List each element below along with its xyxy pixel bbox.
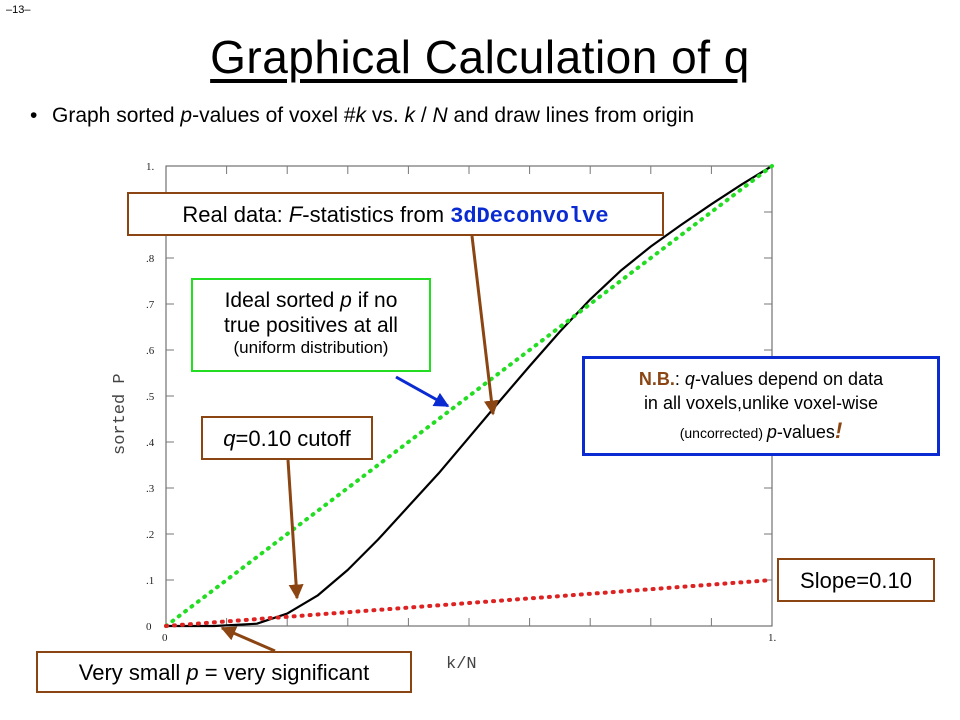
- callout-text: !: [834, 417, 843, 443]
- bullet-text: p: [180, 104, 193, 127]
- nb-callout: N.B.: q-values depend on data in all vox…: [582, 356, 940, 456]
- callout-text: F: [288, 202, 303, 227]
- sorted-p-curve: [166, 165, 773, 628]
- y-tick-label: .2: [146, 529, 154, 541]
- ideal-callout: Ideal sorted p if no true positives at a…: [191, 278, 431, 372]
- y-tick-label: .7: [146, 299, 155, 311]
- callout-text: Ideal sorted: [224, 289, 341, 312]
- callout-line: true positives at all: [224, 314, 398, 338]
- small-p-arrow: [220, 626, 276, 653]
- callout-text: p: [186, 660, 199, 685]
- callout-text: if no: [351, 289, 398, 312]
- callout-line: (uniform distribution): [233, 338, 389, 358]
- real-data-arrow: [470, 235, 499, 416]
- bullet-text: /: [415, 104, 433, 127]
- bullet-dot-icon: •: [30, 104, 38, 127]
- callout-text: = very significant: [198, 660, 370, 685]
- x-axis-label: k/N: [446, 655, 477, 674]
- callout-text: q: [223, 426, 236, 451]
- callout-text: (uncorrected): [679, 424, 767, 441]
- x-tick-label: 1.: [768, 632, 777, 644]
- bullet-text: k: [355, 104, 367, 127]
- y-tick-label: .1: [146, 575, 154, 587]
- uniform-reference-line: [164, 164, 774, 628]
- cutoff-arrow: [286, 459, 304, 600]
- callout-text: -values: [776, 421, 835, 442]
- callout-text: p: [340, 289, 352, 312]
- bullet-item: • Graph sorted p-values of voxel #k vs. k…: [30, 104, 694, 128]
- ideal-arrow: [395, 375, 450, 408]
- callout-text: Slope=0.10: [800, 568, 912, 593]
- bullet-text: k: [404, 104, 416, 127]
- callout-line: Ideal sorted p if no: [193, 288, 429, 313]
- callout-text: N.B.: [638, 369, 675, 389]
- bullet-text: -values of voxel #: [192, 104, 356, 127]
- y-tick-label: 0: [146, 621, 152, 633]
- slide-number: –13–: [6, 4, 31, 16]
- q-cutoff-line: [164, 578, 774, 628]
- callout-line: (uncorrected) p-values!: [585, 416, 937, 446]
- callout-text: -values depend on data: [694, 369, 884, 389]
- bullet-text: Graph sorted: [52, 104, 181, 127]
- y-tick-label: 1.: [146, 161, 155, 173]
- callout-text: q: [684, 369, 695, 389]
- y-tick-label: .6: [146, 345, 155, 357]
- x-tick-label: 0: [162, 632, 168, 644]
- slide-title: Graphical Calculation of q: [0, 30, 960, 84]
- callout-text: -statistics from: [302, 202, 451, 227]
- bullet-text: N: [432, 104, 448, 127]
- slope-callout: Slope=0.10: [777, 558, 935, 602]
- callout-line: in all voxels,unlike voxel-wise: [643, 393, 879, 414]
- callout-text: p: [766, 421, 777, 442]
- title-text: Graphical Calculation of q: [210, 31, 750, 83]
- callout-text: Very small: [78, 660, 187, 685]
- y-tick-label: .5: [146, 391, 155, 403]
- y-axis-label: sorted P: [111, 373, 130, 455]
- small-p-callout: Very small p = very significant: [36, 651, 412, 693]
- cutoff-callout: q=0.10 cutoff: [201, 416, 373, 460]
- callout-text: Real data:: [182, 202, 289, 227]
- bullet-text: and draw lines from origin: [447, 104, 694, 127]
- y-tick-label: .3: [146, 483, 155, 495]
- y-tick-label: .8: [146, 253, 155, 265]
- program-name: 3dDeconvolve: [450, 204, 609, 229]
- bullet-text: vs.: [366, 104, 405, 127]
- callout-text: :: [674, 369, 685, 389]
- callout-line: N.B.: q-values depend on data: [585, 367, 937, 391]
- y-tick-label: .4: [146, 437, 155, 449]
- real-data-callout: Real data: F-statistics from 3dDeconvolv…: [127, 192, 664, 236]
- callout-text: =0.10 cutoff: [235, 426, 351, 451]
